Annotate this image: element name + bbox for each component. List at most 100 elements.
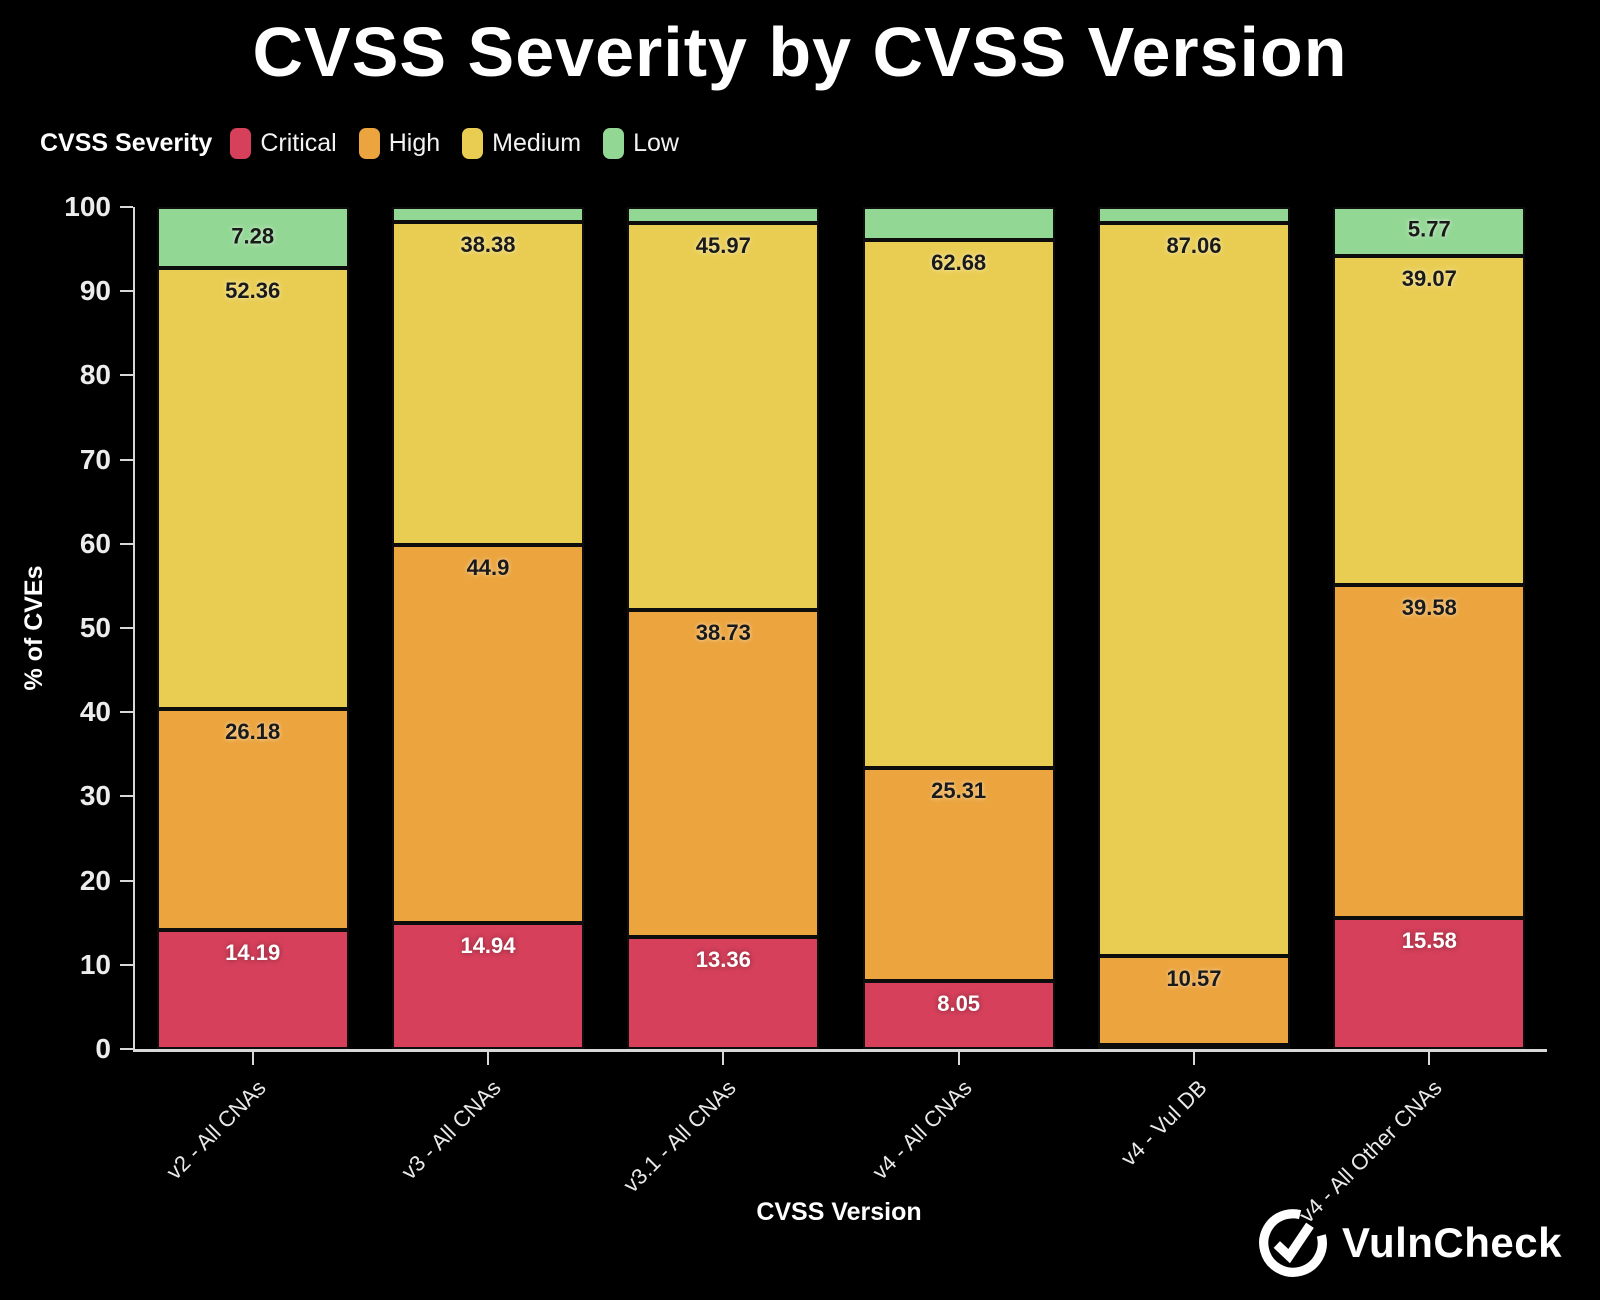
bar-value-label: 26.18 <box>225 719 281 745</box>
bar-value-label: 8.05 <box>937 991 981 1017</box>
plot-area: 14.19 26.18 52.36 7.28 14.94 44.9 38.38 13.36 38… <box>64 193 1547 1228</box>
y-axis-tick-label: 50 <box>79 612 111 643</box>
legend-item-label: Low <box>633 129 679 157</box>
stacked-bar-v4-vul-db: 10.57 87.06 <box>1097 207 1290 1049</box>
bar-segment-medium: 39.07 <box>1333 255 1526 585</box>
bar-segment-high: 38.73 <box>627 610 820 937</box>
y-axis-tick <box>120 879 133 882</box>
y-axis-tick <box>120 290 133 293</box>
x-axis-tick <box>487 1052 489 1065</box>
x-axis-tick <box>957 1052 960 1065</box>
y-axis-tick <box>120 542 133 545</box>
bar-segment-medium: 87.06 <box>1097 223 1290 957</box>
legend-item-medium: Medium <box>462 128 581 159</box>
stacked-bar-v3.1-all-cnas: 13.36 38.73 45.97 <box>627 207 820 1049</box>
y-axis-tick-label: 30 <box>79 780 111 812</box>
bar-segment-low: 5.77 <box>1333 207 1526 256</box>
y-axis-tick <box>120 627 133 629</box>
legend-title: CVSS Severity <box>40 129 213 157</box>
bar-value-label: 44.9 <box>466 555 510 581</box>
bar-segment-critical <box>1097 1045 1290 1049</box>
bar-value-label: 14.94 <box>460 933 516 959</box>
bar-value-label: 39.07 <box>1401 265 1457 291</box>
bar-cell: 10.57 87.06 <box>1076 207 1311 1049</box>
x-axis-title: CVSS Version <box>756 1198 922 1226</box>
y-axis-tick <box>120 374 133 377</box>
bar-value-label: 25.31 <box>931 778 987 804</box>
bar-segment-medium: 45.97 <box>627 223 820 611</box>
legend-item-high: High <box>358 128 441 159</box>
x-axis-category-label: v3 - All CNAs <box>396 1075 506 1185</box>
bar-cell: 13.36 38.73 45.97 <box>606 207 841 1049</box>
bar-segment-low <box>1097 207 1290 224</box>
y-axis-tick-label: 100 <box>64 191 111 222</box>
x-axis-tick <box>1193 1052 1195 1065</box>
x-axis-tick <box>251 1052 254 1065</box>
stacked-bar-v4-all-cnas: 8.05 25.31 62.68 <box>862 207 1055 1049</box>
bar-value-label: 39.58 <box>1401 594 1457 620</box>
stacked-bar-v3-all-cnas: 14.94 44.9 38.38 <box>391 207 584 1049</box>
legend-swatch-icon <box>230 128 252 159</box>
bar-value-label: 52.36 <box>225 278 281 304</box>
stacked-bar-v2-all-cnas: 14.19 26.18 52.36 7.28 <box>156 206 349 1049</box>
legend-item-label: Medium <box>492 129 582 157</box>
y-axis-tick-label: 0 <box>95 1033 111 1064</box>
bar-value-label: 10.57 <box>1166 966 1222 992</box>
legend-item-label: High <box>388 129 441 157</box>
legend: CVSS Severity Critical High Medium Low <box>40 128 701 159</box>
legend-item-critical: Critical <box>230 128 337 159</box>
bar-cell: 8.05 25.31 62.68 <box>841 207 1076 1049</box>
bar-value-label: 87.06 <box>1166 233 1222 259</box>
bar-segment-critical: 14.19 <box>156 929 349 1049</box>
y-axis-tick <box>120 795 133 798</box>
brand-logo: VulnCheck <box>1256 1206 1562 1280</box>
y-axis-tick <box>120 963 133 966</box>
bar-segment-critical: 13.36 <box>627 936 820 1049</box>
x-axis-tick <box>722 1052 725 1065</box>
y-axis-tick-label: 20 <box>79 864 111 896</box>
vulncheck-check-circle-icon <box>1259 1209 1327 1277</box>
y-axis-tick <box>120 206 133 208</box>
legend-swatch-icon <box>603 128 625 159</box>
legend-swatch-icon <box>462 128 484 159</box>
bar-segment-medium: 38.38 <box>391 222 584 546</box>
bar-value-label: 15.58 <box>1401 927 1457 953</box>
bar-segment-critical: 15.58 <box>1333 917 1526 1049</box>
y-axis-tick-label: 10 <box>79 948 111 980</box>
bar-segment-low: 7.28 <box>156 206 349 269</box>
y-axis-tick-label: 80 <box>79 359 111 391</box>
bar-value-label: 5.77 <box>1407 216 1451 242</box>
x-axis-tick <box>1428 1052 1431 1065</box>
stacked-bar-v4-all-other-cnas: 15.58 39.58 39.07 5.77 <box>1333 207 1526 1049</box>
bar-segment-high: 39.58 <box>1333 584 1526 918</box>
bar-value-label: 45.97 <box>695 233 751 259</box>
bar-segment-critical: 8.05 <box>862 981 1055 1049</box>
bar-segment-medium: 62.68 <box>862 240 1055 769</box>
bar-segment-high: 10.57 <box>1097 956 1290 1046</box>
x-axis-category-label: v4 - All CNAs <box>867 1075 977 1185</box>
bar-value-label: 13.36 <box>695 946 751 972</box>
legend-item-label: Critical <box>260 129 337 157</box>
bar-segment-critical: 14.94 <box>391 923 584 1049</box>
y-axis-tick <box>120 711 133 714</box>
bar-segment-low <box>391 207 584 222</box>
legend-item-low: Low <box>603 128 679 159</box>
legend-swatch-icon <box>358 128 380 159</box>
x-axis-category-label: v3.1 - All CNAs <box>618 1075 742 1198</box>
bar-segment-medium: 52.36 <box>156 268 349 710</box>
chart-title: CVSS Severity by CVSS Version <box>252 13 1348 91</box>
bar-segment-high: 44.9 <box>391 545 584 924</box>
bar-cell: 15.58 39.58 39.07 5.77 <box>1312 207 1547 1049</box>
y-axis-tick <box>120 1048 133 1050</box>
bars-container: 14.19 26.18 52.36 7.28 14.94 44.9 38.38 13.36 38… <box>135 206 1547 1049</box>
bar-segment-high: 26.18 <box>156 709 349 930</box>
bar-value-label: 14.19 <box>225 939 281 965</box>
bar-cell: 14.94 44.9 38.38 <box>370 207 605 1049</box>
bar-value-label: 38.38 <box>460 232 516 257</box>
y-axis-tick-label: 60 <box>79 527 111 559</box>
x-axis-category-label: v2 - All CNAs <box>161 1075 271 1185</box>
bar-cell: 14.19 26.18 52.36 7.28 <box>135 206 370 1049</box>
bar-segment-low <box>627 207 820 224</box>
y-axis-tick-label: 70 <box>79 443 111 475</box>
